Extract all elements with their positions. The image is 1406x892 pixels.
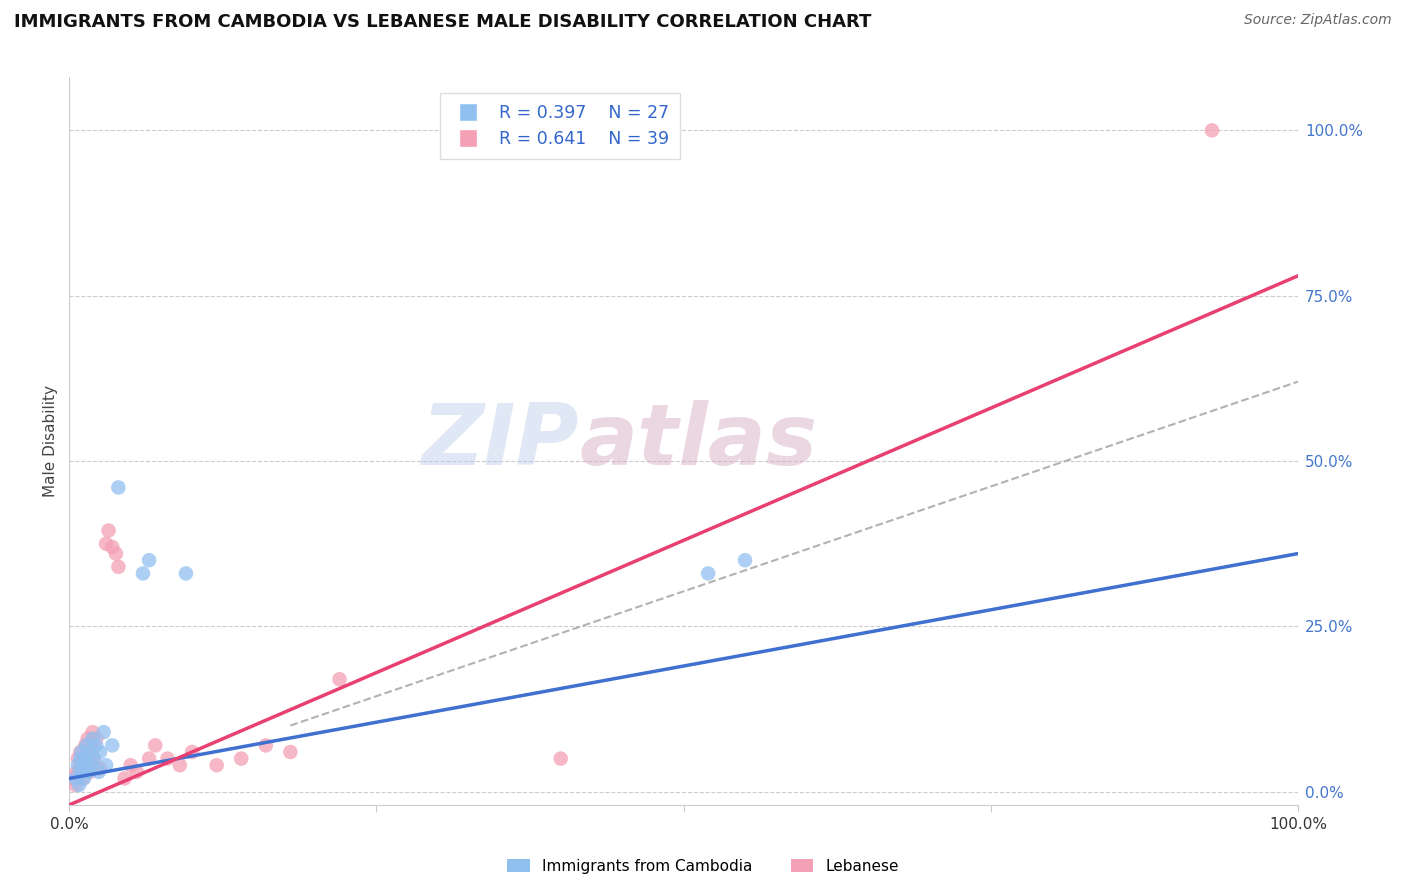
Point (72, 758, 94, 772)
Point (67, 764, 90, 779)
Point (72, 772, 94, 786)
Point (75, 739, 97, 753)
Point (79, 764, 101, 779)
Point (280, 745, 302, 759)
Point (83, 751, 105, 765)
Point (254, 739, 277, 753)
Point (156, 751, 179, 765)
Point (697, 566, 720, 581)
Point (1201, 123, 1223, 137)
Point (66, 751, 89, 765)
Point (75, 739, 97, 753)
Point (205, 758, 228, 772)
Y-axis label: Male Disability: Male Disability (44, 385, 58, 497)
Point (89, 745, 111, 759)
Point (83, 751, 105, 765)
Point (138, 751, 160, 765)
Point (70, 758, 93, 772)
Point (101, 739, 124, 753)
Point (70, 745, 93, 759)
Point (97, 524, 120, 538)
Point (76, 731, 98, 746)
Point (94, 537, 117, 551)
Point (174, 566, 197, 581)
Point (70, 764, 93, 779)
Point (84, 731, 107, 746)
Point (67, 778, 90, 792)
Point (328, 672, 350, 686)
Point (107, 559, 129, 574)
Legend: R = 0.397    N = 27, R = 0.641    N = 39: R = 0.397 N = 27, R = 0.641 N = 39 (440, 94, 681, 159)
Point (169, 758, 191, 772)
Text: ZIP: ZIP (422, 400, 579, 483)
Point (76, 764, 98, 779)
Point (62, 772, 84, 786)
Point (77, 745, 100, 759)
Text: atlas: atlas (579, 400, 817, 483)
Point (66, 758, 89, 772)
Point (734, 553, 756, 567)
Legend: Immigrants from Cambodia, Lebanese: Immigrants from Cambodia, Lebanese (501, 853, 905, 880)
Point (138, 553, 160, 567)
Point (101, 540, 124, 554)
Point (125, 764, 148, 779)
Point (73, 772, 96, 786)
Point (89, 762, 111, 776)
Point (107, 480, 129, 494)
Point (104, 547, 127, 561)
Point (120, 758, 142, 772)
Point (65, 772, 87, 786)
Point (132, 566, 155, 581)
Text: Source: ZipAtlas.com: Source: ZipAtlas.com (1244, 13, 1392, 28)
Point (69, 745, 91, 759)
Point (84, 739, 107, 753)
Point (80, 758, 103, 772)
Point (143, 739, 166, 753)
Point (181, 745, 204, 759)
Point (93, 725, 115, 739)
Point (231, 751, 253, 765)
Point (82, 725, 104, 739)
Point (65, 778, 87, 792)
Point (73, 751, 96, 765)
Point (114, 772, 136, 786)
Point (94, 758, 117, 772)
Point (87, 764, 110, 779)
Point (75, 751, 97, 765)
Point (77, 745, 100, 759)
Point (75, 758, 97, 772)
Point (550, 751, 572, 765)
Point (65, 764, 87, 779)
Point (69, 751, 91, 765)
Text: IMMIGRANTS FROM CAMBODIA VS LEBANESE MALE DISABILITY CORRELATION CHART: IMMIGRANTS FROM CAMBODIA VS LEBANESE MAL… (14, 13, 872, 31)
Point (82, 731, 104, 746)
Point (80, 739, 103, 753)
